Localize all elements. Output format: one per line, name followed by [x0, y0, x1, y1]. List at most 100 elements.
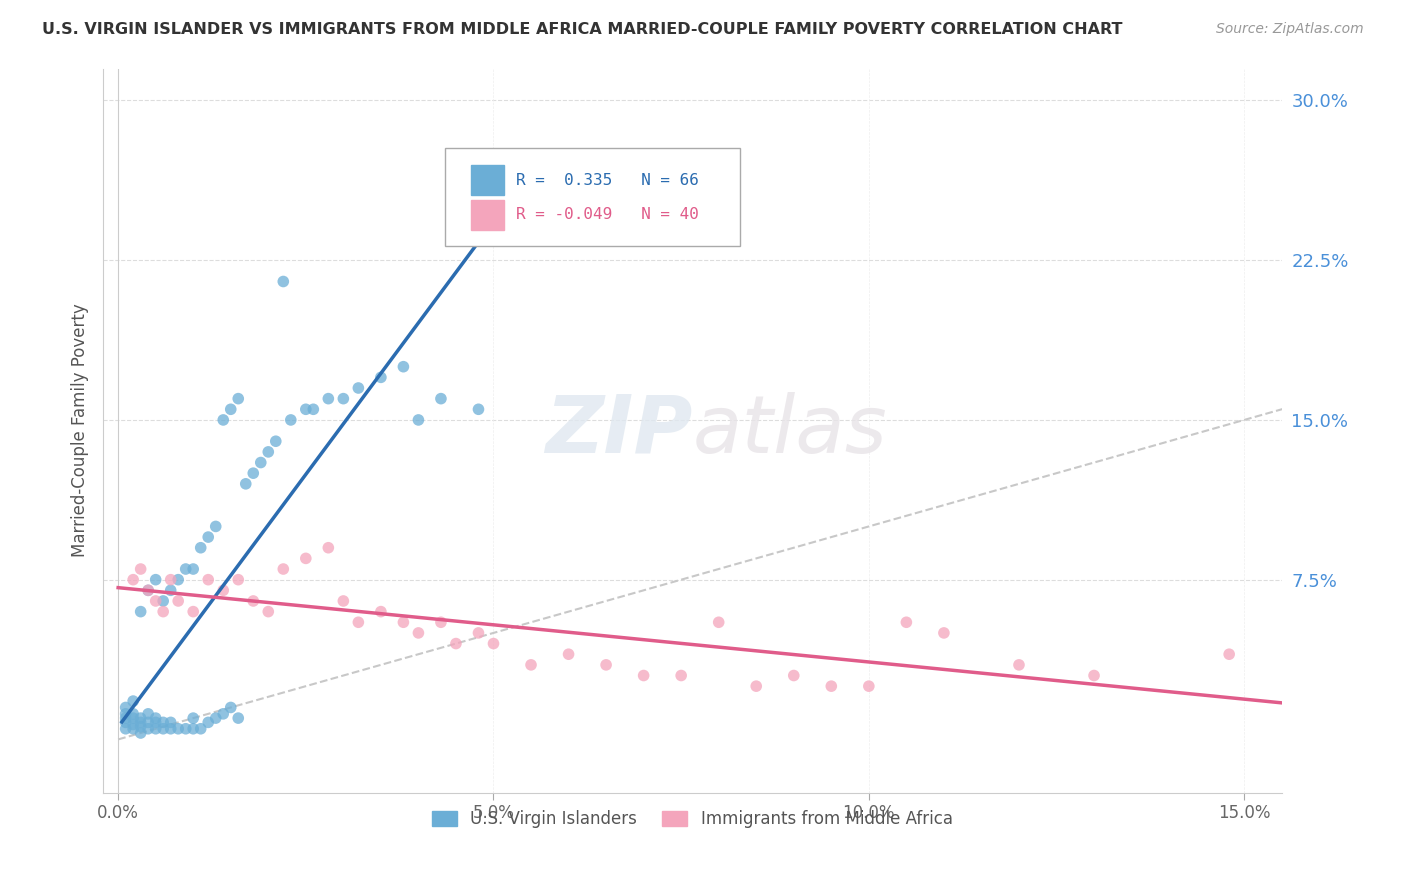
- Point: [1083, 668, 1105, 682]
- Point: [167, 594, 190, 608]
- Point: [302, 402, 325, 417]
- Point: [136, 583, 159, 598]
- Text: R = -0.049   N = 40: R = -0.049 N = 40: [516, 207, 699, 222]
- Point: [152, 594, 174, 608]
- Text: Source: ZipAtlas.com: Source: ZipAtlas.com: [1216, 22, 1364, 37]
- Text: U.S. VIRGIN ISLANDER VS IMMIGRANTS FROM MIDDLE AFRICA MARRIED-COUPLE FAMILY POVE: U.S. VIRGIN ISLANDER VS IMMIGRANTS FROM …: [42, 22, 1122, 37]
- Y-axis label: Married-Couple Family Poverty: Married-Couple Family Poverty: [72, 303, 89, 558]
- Point: [235, 476, 257, 491]
- Point: [226, 711, 249, 725]
- Point: [212, 413, 235, 427]
- Point: [167, 722, 190, 736]
- Point: [159, 715, 181, 730]
- Bar: [471, 165, 503, 195]
- Point: [219, 402, 242, 417]
- Point: [408, 626, 430, 640]
- Point: [174, 722, 197, 736]
- Point: [190, 722, 212, 736]
- Point: [242, 594, 264, 608]
- Point: [332, 392, 354, 406]
- Text: R =  0.335   N = 66: R = 0.335 N = 66: [516, 172, 699, 187]
- Point: [159, 573, 181, 587]
- Point: [159, 722, 181, 736]
- Point: [129, 720, 152, 734]
- Point: [669, 668, 692, 682]
- Point: [392, 615, 415, 630]
- Point: [212, 583, 235, 598]
- Point: [114, 700, 136, 714]
- Point: [498, 157, 520, 171]
- Point: [145, 711, 167, 725]
- Point: [264, 434, 287, 449]
- Point: [482, 636, 505, 650]
- Point: [370, 605, 392, 619]
- Point: [347, 615, 370, 630]
- Point: [181, 711, 204, 725]
- FancyBboxPatch shape: [444, 148, 740, 246]
- Point: [122, 706, 145, 721]
- Point: [557, 647, 579, 661]
- Point: [226, 392, 249, 406]
- Point: [122, 722, 145, 736]
- Point: [467, 626, 489, 640]
- Point: [1218, 647, 1240, 661]
- Point: [136, 583, 159, 598]
- Point: [197, 715, 219, 730]
- Point: [430, 392, 453, 406]
- Point: [190, 541, 212, 555]
- Point: [707, 615, 730, 630]
- Point: [595, 657, 617, 672]
- Point: [152, 715, 174, 730]
- Point: [136, 722, 159, 736]
- Point: [167, 573, 190, 587]
- Point: [858, 679, 880, 693]
- Point: [181, 562, 204, 576]
- Point: [820, 679, 842, 693]
- Point: [370, 370, 392, 384]
- Point: [242, 466, 264, 480]
- Point: [280, 413, 302, 427]
- Point: [347, 381, 370, 395]
- Legend: U.S. Virgin Islanders, Immigrants from Middle Africa: U.S. Virgin Islanders, Immigrants from M…: [426, 804, 959, 835]
- Point: [745, 679, 768, 693]
- Text: atlas: atlas: [692, 392, 887, 469]
- Point: [332, 594, 354, 608]
- Point: [226, 573, 249, 587]
- Point: [145, 722, 167, 736]
- Point: [249, 456, 271, 470]
- Point: [181, 605, 204, 619]
- Point: [932, 626, 955, 640]
- Point: [122, 694, 145, 708]
- Point: [392, 359, 415, 374]
- Point: [159, 583, 181, 598]
- Point: [430, 615, 453, 630]
- Point: [122, 573, 145, 587]
- Point: [114, 711, 136, 725]
- Point: [129, 711, 152, 725]
- Point: [520, 657, 543, 672]
- Point: [633, 668, 655, 682]
- Point: [783, 668, 806, 682]
- Point: [145, 573, 167, 587]
- Point: [114, 715, 136, 730]
- Point: [257, 605, 280, 619]
- Point: [129, 715, 152, 730]
- Point: [197, 530, 219, 544]
- Point: [896, 615, 918, 630]
- Point: [136, 715, 159, 730]
- Point: [204, 711, 226, 725]
- Point: [271, 562, 294, 576]
- Bar: [471, 200, 503, 230]
- Point: [114, 722, 136, 736]
- Point: [122, 711, 145, 725]
- Point: [318, 541, 340, 555]
- Point: [145, 715, 167, 730]
- Point: [295, 402, 318, 417]
- Point: [181, 722, 204, 736]
- Point: [122, 717, 145, 731]
- Point: [136, 706, 159, 721]
- Point: [271, 275, 294, 289]
- Point: [444, 636, 467, 650]
- Point: [197, 573, 219, 587]
- Point: [408, 413, 430, 427]
